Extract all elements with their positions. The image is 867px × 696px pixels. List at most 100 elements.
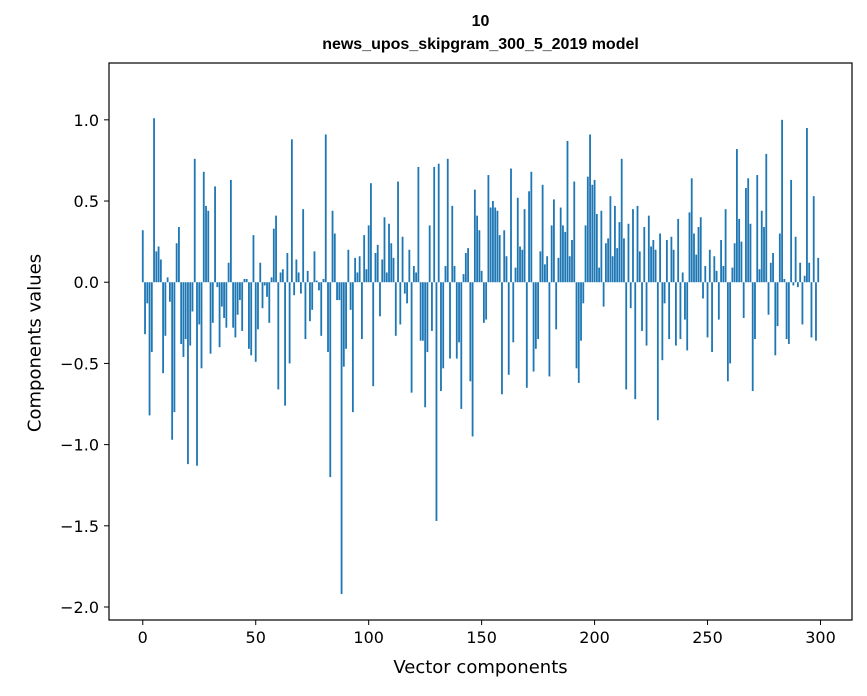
bar — [309, 282, 311, 322]
y-tick-label: 0.5 — [74, 192, 99, 211]
bar — [767, 282, 770, 315]
bar — [598, 267, 601, 283]
bar — [435, 282, 438, 521]
bar — [516, 197, 519, 283]
bar — [760, 210, 763, 283]
bar — [336, 282, 338, 301]
bar — [636, 205, 639, 283]
bar — [778, 233, 781, 283]
bar — [245, 278, 248, 283]
bar — [399, 282, 402, 325]
bar — [494, 207, 497, 283]
bar — [485, 282, 488, 320]
bar — [586, 176, 589, 283]
bar — [408, 249, 411, 283]
bar — [322, 278, 325, 283]
bar — [159, 259, 162, 283]
bar — [462, 274, 465, 283]
bar — [153, 118, 155, 283]
bar — [623, 238, 625, 283]
y-tick-label: −1.0 — [60, 436, 99, 455]
bar — [164, 282, 167, 336]
bar — [611, 256, 614, 283]
bar — [695, 254, 698, 283]
bar — [471, 282, 474, 437]
bar — [693, 233, 695, 283]
bar — [451, 205, 454, 283]
x-tick-label: 100 — [353, 628, 384, 647]
bar — [810, 282, 813, 338]
bar — [702, 282, 704, 299]
bar — [665, 240, 668, 283]
bar — [763, 227, 765, 283]
bar — [571, 240, 573, 283]
bar — [421, 282, 424, 341]
x-axis-label: Vector components — [393, 657, 568, 678]
bar — [736, 149, 738, 283]
bar — [659, 233, 661, 283]
bar — [595, 214, 598, 283]
bar — [738, 218, 741, 283]
bar — [726, 282, 729, 382]
bar — [467, 248, 469, 283]
bar — [345, 282, 347, 349]
bar — [374, 253, 377, 283]
bar — [634, 282, 637, 400]
bar — [349, 282, 352, 310]
chart-subtitle: news_upos_skipgram_300_5_2019 model — [322, 36, 639, 53]
bar — [564, 231, 567, 283]
bar — [566, 140, 569, 283]
bar — [252, 235, 255, 283]
bar — [189, 282, 192, 346]
bar — [424, 282, 427, 408]
bar — [690, 178, 693, 283]
bar — [600, 210, 603, 283]
bar — [381, 259, 384, 283]
bar — [207, 210, 210, 283]
bar — [772, 253, 774, 283]
bar — [530, 171, 533, 283]
bar — [397, 181, 399, 283]
bar — [297, 272, 300, 283]
bar — [243, 278, 246, 283]
bar — [223, 282, 225, 318]
bar — [742, 282, 745, 318]
bar — [444, 265, 447, 283]
bar — [453, 265, 456, 283]
bar — [546, 256, 549, 283]
bar — [720, 240, 722, 283]
bar — [532, 282, 535, 372]
bar — [279, 272, 282, 283]
bar — [442, 282, 445, 369]
bar — [211, 282, 214, 323]
bar — [525, 282, 528, 388]
bar — [259, 262, 262, 283]
bar — [686, 282, 689, 351]
bar — [733, 243, 736, 283]
bar — [722, 265, 725, 283]
bar — [449, 282, 451, 359]
y-tick-label: −2.0 — [60, 598, 99, 617]
bar — [239, 282, 241, 301]
bar — [300, 282, 302, 294]
bar — [376, 244, 379, 283]
bar — [390, 243, 393, 283]
bar — [419, 282, 422, 341]
bar — [248, 282, 250, 349]
bar — [458, 282, 460, 343]
bar — [370, 183, 372, 283]
bar — [372, 282, 375, 387]
bar — [157, 246, 160, 283]
bar — [489, 207, 492, 283]
bar — [754, 282, 756, 340]
bar — [496, 210, 499, 283]
bar — [275, 215, 277, 283]
bar — [218, 282, 221, 348]
bar — [473, 189, 476, 283]
bar — [507, 282, 510, 375]
bar — [216, 282, 219, 288]
bar — [184, 282, 187, 340]
bar — [627, 223, 630, 283]
bar — [487, 175, 490, 283]
x-axis-ticks: 0 50 100 150 200 250 300 — [138, 620, 836, 647]
